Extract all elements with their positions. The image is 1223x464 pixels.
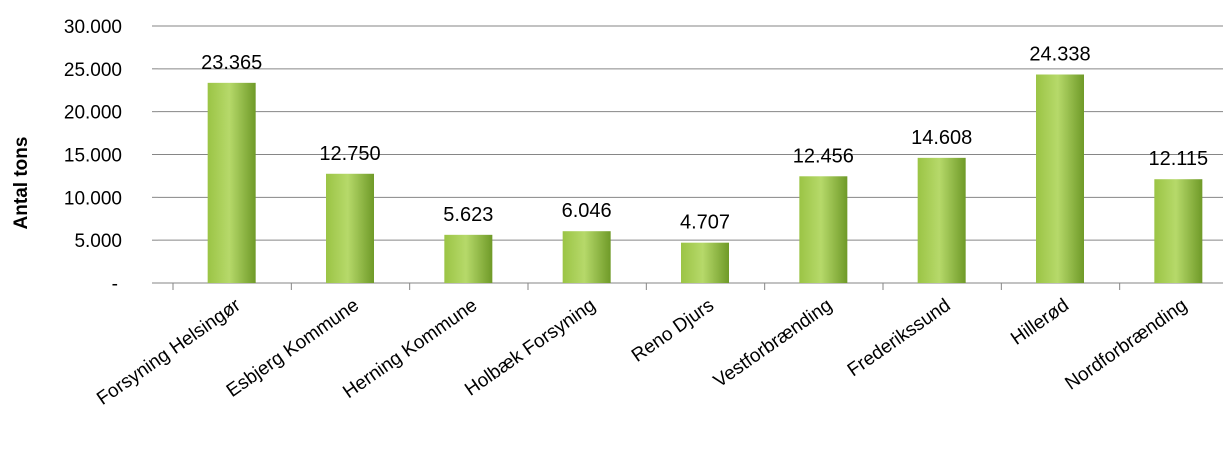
bar [799,176,848,283]
data-labels: 23.365 12.750 5.623 6.046 4.707 12.456 14.608 2… [201,44,1208,234]
data-label: 5.623 [443,204,493,226]
y-axis-title: Antal tons [11,137,32,230]
category-label: Vestforbrænding [710,295,836,392]
data-label: 4.707 [680,212,730,234]
category-label: Forsyning Helsingør [93,295,245,410]
y-tick-label: 25.000 [64,60,122,81]
data-label: 12.115 [1148,148,1208,170]
bars [207,74,1203,284]
data-label: 12.750 [319,143,380,165]
data-label: 24.338 [1029,44,1090,66]
data-label: 23.365 [201,52,262,74]
category-label: Nordforbrænding [1061,295,1191,395]
bar [326,173,374,283]
bar [681,242,729,283]
bar [562,231,611,283]
y-tick-label: 15.000 [64,146,122,167]
data-label: 14.608 [911,127,972,149]
category-label: Frederikssund [844,295,955,381]
category-label: Holbæk Forsyning [461,295,599,401]
y-tick-label: 20.000 [64,103,122,124]
bar [1154,179,1203,283]
category-label: Hillerød [1007,295,1073,350]
y-tick-label: 10.000 [64,188,122,209]
bar [1036,74,1084,284]
y-tick-label: 30.000 [64,17,122,38]
data-label: 6.046 [562,200,612,222]
y-tick-label: 5.000 [74,231,122,252]
bar [444,234,493,283]
category-label: Reno Djurs [628,295,718,367]
y-tick-label: - [112,274,118,295]
bar [917,157,966,283]
y-axis-ticks: - 5.000 10.000 15.000 20.000 25.000 30.000 [64,17,122,295]
bar [207,82,256,283]
data-label: 12.456 [793,145,854,167]
